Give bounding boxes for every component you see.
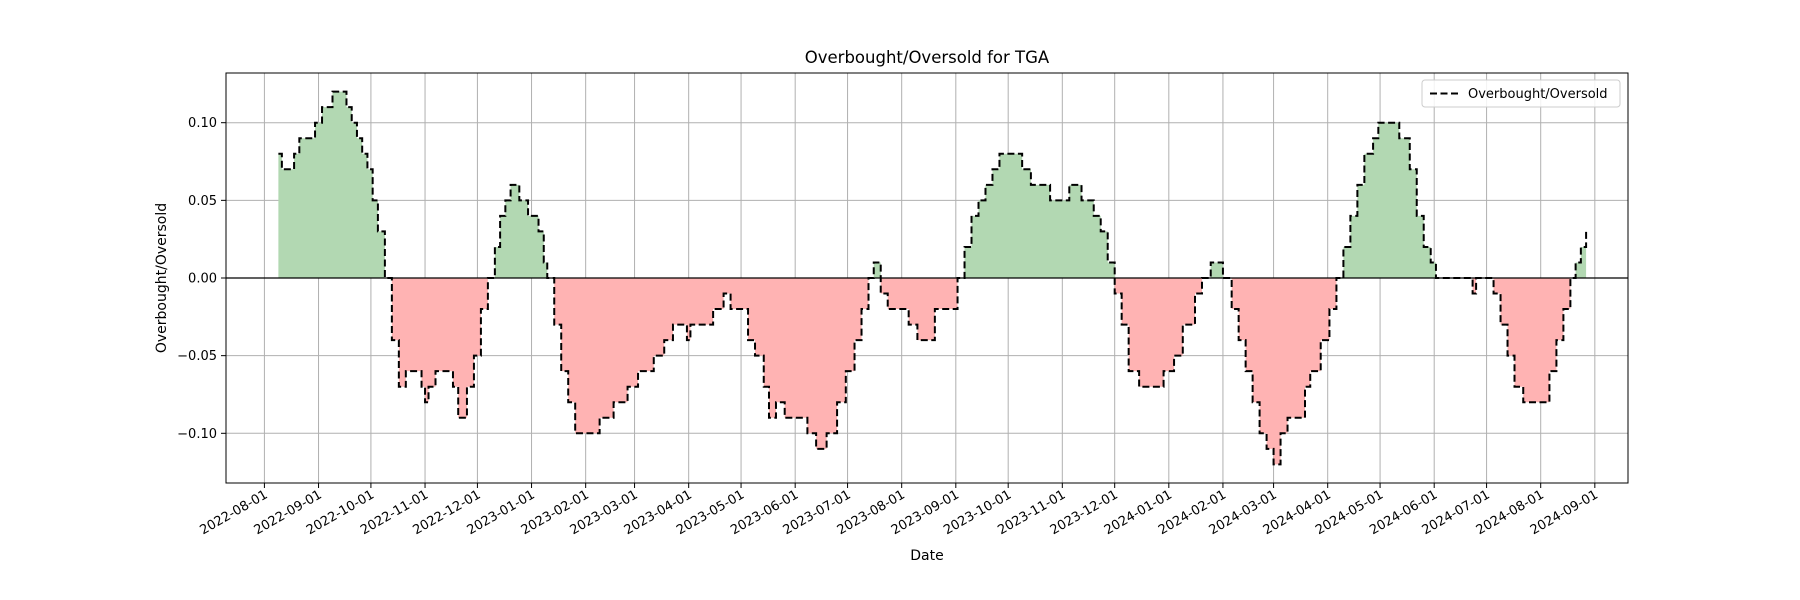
oversold-fill [554, 278, 869, 449]
overbought-fill [487, 184, 555, 278]
overbought-fill [957, 153, 1115, 278]
series-line [278, 90, 1588, 466]
y-tick-label: 0.00 [188, 272, 217, 287]
overbought-fill [1201, 262, 1232, 278]
legend-box [1421, 79, 1621, 108]
y-axis-title: Overbought/Oversold [154, 203, 170, 353]
y-tick-label: 0.10 [188, 116, 217, 131]
oversold-fill [880, 278, 958, 341]
oversold-fill [391, 278, 488, 418]
x-axis-title: Date [910, 548, 943, 564]
y-tick-label: −0.05 [177, 349, 217, 364]
overbought-fill [1336, 122, 1473, 278]
oversold-fill [1231, 278, 1337, 465]
area-fills [278, 91, 1587, 465]
y-tick-label: −0.10 [177, 427, 217, 442]
oversold-fill [1114, 278, 1202, 387]
legend-label: Overbought/Oversold [1468, 87, 1608, 102]
y-axis-ticks: −0.10 −0.05 0.00 0.05 0.10 [177, 116, 226, 442]
chart-title: Overbought/Oversold for TGA [805, 48, 1050, 67]
overbought-fill [1570, 231, 1587, 278]
y-tick-label: 0.05 [188, 194, 217, 209]
legend: Overbought/Oversold [1421, 79, 1621, 108]
